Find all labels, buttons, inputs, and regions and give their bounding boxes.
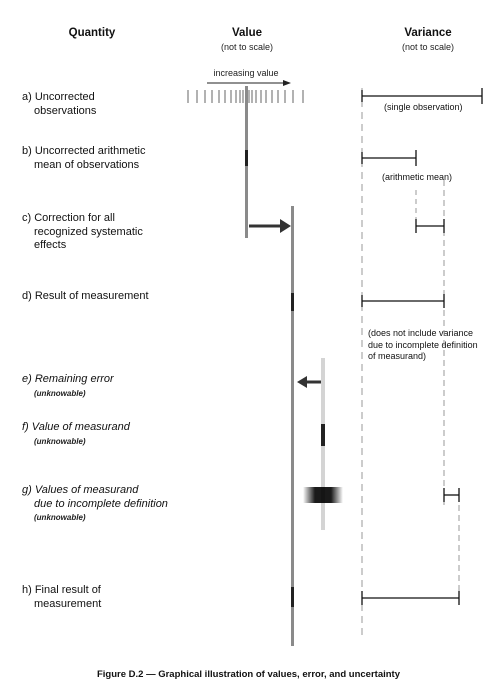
variance-bar-single-observation — [361, 88, 483, 104]
variance-note-result-line2: due to incomplete definition — [368, 339, 478, 350]
variance-column-header: Variance — [404, 27, 452, 39]
variance-column-subheader: (not to scale) — [401, 42, 455, 52]
row-e-label: e) Remaining error (unknowable) — [22, 373, 114, 400]
variance-note-single-observation: (single observation) — [384, 102, 463, 112]
measurand-incomplete-definition-band — [303, 487, 343, 503]
value-column-subheader: (not to scale) — [220, 42, 274, 52]
final-result-marker — [291, 587, 294, 607]
row-e-note: (unknowable) — [34, 388, 86, 398]
corrected-value-line — [291, 206, 294, 646]
variance-note-result-line3: of measurand) — [368, 351, 427, 361]
variance-bar-final-result — [361, 591, 460, 605]
row-f-label: f) Value of measurand (unknowable) — [22, 421, 130, 448]
row-h-label: h) Final result of measurement — [22, 584, 101, 611]
remaining-error-arrowhead — [297, 376, 307, 388]
row-a-label: a) Uncorrected observations — [22, 91, 96, 118]
row-g-label: g) Values of measurand due to incomplete… — [22, 484, 168, 525]
variance-note-result: (does not include variance due to incomp… — [368, 328, 478, 363]
variance-bar-arithmetic-mean — [361, 150, 417, 166]
measurand-value-marker — [321, 424, 325, 446]
variance-bar-result — [361, 294, 445, 308]
uncorrected-mean-marker — [245, 150, 248, 166]
variance-bar-correction — [415, 219, 445, 233]
increasing-value-label: increasing value — [213, 68, 279, 78]
row-g-line1: g) Values of measurand — [22, 484, 139, 496]
row-e-line1: e) Remaining error — [22, 373, 114, 385]
row-b-line1: b) Uncorrected arithmetic — [22, 145, 146, 157]
row-c-line2: recognized systematic — [34, 225, 143, 238]
variance-bar-incomplete-definition — [443, 488, 460, 502]
row-f-note: (unknowable) — [34, 436, 86, 446]
row-d-label: d) Result of measurement — [22, 290, 149, 304]
row-a-line1: a) Uncorrected — [22, 91, 95, 103]
row-c-line3: effects — [34, 239, 67, 251]
row-h-line2: measurement — [34, 597, 102, 610]
observation-ticks — [187, 90, 304, 103]
row-g-note: (unknowable) — [34, 513, 86, 522]
result-marker — [291, 293, 294, 311]
variance-note-arithmetic-mean: (arithmetic mean) — [382, 172, 453, 182]
row-c-line1: c) Correction for all — [22, 212, 115, 224]
row-g-line2: due to incomplete definition — [34, 497, 168, 510]
correction-arrowhead — [280, 219, 291, 233]
variance-note-result-line1: (does not include variance — [368, 328, 474, 338]
quantity-column-header: Quantity — [68, 27, 116, 39]
row-c-label: c) Correction for all recognized systema… — [22, 212, 143, 253]
row-f-line1: f) Value of measurand — [22, 421, 130, 433]
row-a-line2: observations — [34, 104, 97, 117]
row-h-line1: h) Final result of — [22, 584, 101, 596]
figure-caption: Figure D.2 — Graphical illustration of v… — [96, 669, 401, 680]
row-d-line1: d) Result of measurement — [22, 290, 149, 302]
row-b-label: b) Uncorrected arithmetic mean of observ… — [22, 145, 146, 172]
value-column-header: Value — [231, 27, 263, 39]
row-b-line2: mean of observations — [34, 158, 140, 171]
